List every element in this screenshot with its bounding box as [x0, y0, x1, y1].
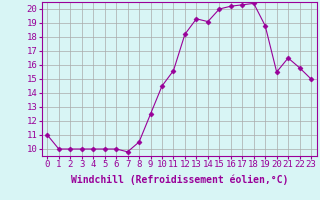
X-axis label: Windchill (Refroidissement éolien,°C): Windchill (Refroidissement éolien,°C) — [70, 175, 288, 185]
